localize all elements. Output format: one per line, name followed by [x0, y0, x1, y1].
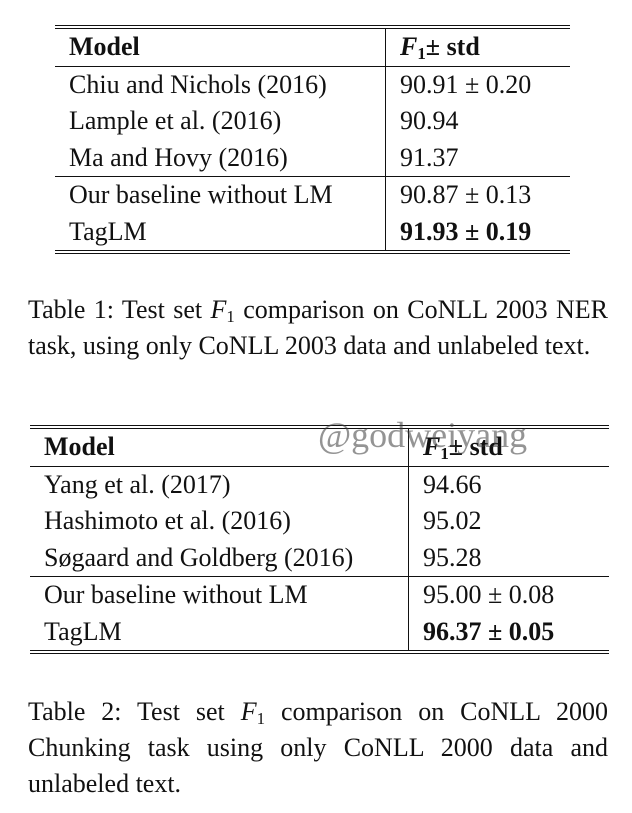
- cell-score: 90.91 ± 0.20: [400, 69, 532, 99]
- header-metric: F1± std: [385, 27, 570, 67]
- table-row: Chiu and Nichols (2016) 90.91 ± 0.20: [55, 66, 570, 103]
- table-row: Our baseline without LM 90.87 ± 0.13: [55, 176, 570, 214]
- table-row: TagLM 96.37 ± 0.05: [30, 613, 609, 654]
- cell-score-best: 91.93 ± 0.19: [385, 213, 570, 254]
- watermark-text: @godweiyang: [318, 415, 528, 455]
- table-1-caption: Table 1: Test set F1 comparison on CoNLL…: [28, 295, 608, 360]
- cell-model: Our baseline without LM: [30, 576, 409, 614]
- cell-score: 94.66: [423, 469, 482, 499]
- cell-model: Lample et al. (2016): [55, 103, 386, 140]
- table-row: Lample et al. (2016) 90.94: [55, 103, 570, 140]
- cell-score: 95.02: [423, 506, 482, 536]
- cell-score: 90.94: [400, 106, 459, 136]
- header-model: Model: [30, 427, 409, 467]
- cell-score: 90.87 ± 0.13: [385, 176, 570, 214]
- cell-model: Our baseline without LM: [55, 176, 386, 214]
- table-row: Ma and Hovy (2016) 91.37: [55, 139, 570, 177]
- cell-model: Yang et al. (2017): [30, 466, 409, 503]
- cell-model: TagLM: [30, 613, 409, 654]
- table-row: Our baseline without LM 95.00 ± 0.08: [30, 576, 609, 614]
- table-2-caption: Table 2: Test set F1 comparison on CoNLL…: [28, 697, 608, 798]
- table-header-row: Model F1± std: [30, 427, 609, 467]
- header-metric: F1± std: [408, 427, 609, 467]
- cell-score: 95.28: [423, 542, 482, 572]
- cell-model: Søgaard and Goldberg (2016): [30, 539, 409, 577]
- table-row: Søgaard and Goldberg (2016) 95.28: [30, 539, 609, 577]
- table-row: TagLM 91.93 ± 0.19: [55, 213, 570, 254]
- table-2: Model F1± std Yang et al. (2017) 94.66 H…: [30, 425, 609, 654]
- cell-score: 91.37: [400, 142, 459, 172]
- table-header-row: Model F1± std: [55, 27, 570, 67]
- cell-model: Hashimoto et al. (2016): [30, 503, 409, 540]
- cell-model: Chiu and Nichols (2016): [55, 66, 386, 103]
- cell-score: 95.00 ± 0.08: [408, 576, 609, 614]
- table-row: Hashimoto et al. (2016) 95.02: [30, 503, 609, 540]
- cell-model: Ma and Hovy (2016): [55, 139, 386, 177]
- header-model: Model: [55, 27, 386, 67]
- cell-model: TagLM: [55, 213, 386, 254]
- table-row: Yang et al. (2017) 94.66: [30, 466, 609, 503]
- table-1: Model F1± std Chiu and Nichols (2016) 90…: [55, 25, 570, 254]
- cell-score-best: 96.37 ± 0.05: [408, 613, 609, 654]
